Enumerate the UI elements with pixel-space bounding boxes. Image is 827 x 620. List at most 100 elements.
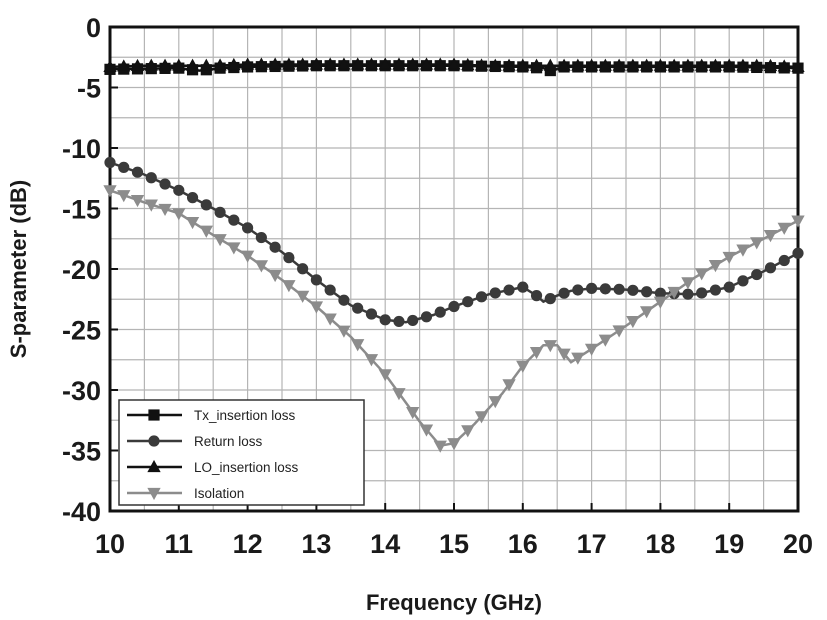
x-axis-title: Frequency (GHz) [366, 590, 542, 615]
data-point [557, 348, 571, 361]
y-tick-label: -15 [62, 195, 101, 225]
data-point [736, 244, 750, 257]
data-point [722, 58, 736, 71]
data-point [488, 58, 502, 71]
data-point [420, 311, 433, 323]
data-point [558, 287, 570, 299]
data-point [503, 284, 515, 296]
data-point [516, 360, 530, 373]
data-point [613, 283, 625, 295]
data-point [489, 287, 501, 299]
data-point [681, 58, 695, 71]
data-point [199, 225, 213, 238]
data-point [667, 286, 681, 300]
data-point [709, 284, 722, 296]
data-point [268, 57, 282, 70]
data-point [144, 58, 158, 71]
legend-label: Isolation [194, 486, 244, 501]
data-point [750, 237, 764, 250]
data-point [158, 203, 172, 217]
legend-label: LO_insertion loss [194, 460, 299, 475]
data-point [419, 57, 434, 70]
x-tick-label: 15 [439, 529, 469, 559]
legend-marker [147, 459, 161, 473]
y-tick-label: -30 [62, 376, 101, 406]
legend-label: Return loss [194, 434, 263, 449]
data-point [228, 214, 240, 226]
data-point [103, 59, 117, 73]
data-point [351, 57, 365, 70]
data-point [791, 59, 805, 73]
data-point [309, 301, 324, 314]
data-point [365, 308, 378, 320]
data-point [213, 58, 227, 71]
data-point [337, 325, 351, 338]
legend-marker [148, 409, 160, 421]
data-point [433, 440, 447, 453]
data-point [653, 296, 668, 309]
data-point [447, 438, 461, 451]
series-return-loss [104, 156, 804, 328]
data-point [598, 334, 613, 347]
data-point [737, 275, 749, 287]
data-point [696, 287, 708, 299]
data-point [516, 58, 530, 71]
y-tick-label: -5 [77, 74, 101, 104]
data-point [130, 58, 145, 72]
data-point [324, 284, 336, 296]
y-tick-label: 0 [86, 13, 101, 43]
data-point [530, 290, 543, 302]
legend-label: Tx_insertion loss [194, 408, 296, 423]
data-point [502, 58, 516, 71]
data-point [337, 57, 351, 70]
data-point [722, 251, 736, 264]
data-point [763, 230, 778, 243]
data-point [639, 306, 654, 319]
x-tick-label: 16 [508, 529, 538, 559]
data-point [117, 190, 131, 203]
x-axis-tick-labels: 10 11 12 13 14 15 16 17 18 19 20 [95, 529, 813, 559]
data-point [227, 57, 241, 71]
data-point [173, 184, 185, 196]
data-point [227, 242, 241, 255]
x-tick-label: 10 [95, 529, 125, 559]
data-point [584, 343, 599, 356]
data-point [240, 57, 255, 70]
data-point [392, 388, 406, 401]
data-point [419, 424, 434, 437]
x-tick-label: 20 [783, 529, 813, 559]
data-point [378, 57, 392, 70]
y-axis-tick-labels: 0 -5 -10 -15 -20 -25 -30 -35 -40 [62, 13, 101, 527]
data-point [723, 281, 735, 293]
legend: Tx_insertion loss Return loss LO_insertion… [118, 399, 365, 506]
data-point [393, 315, 405, 328]
data-point [543, 58, 557, 71]
data-point [682, 288, 694, 300]
legend-marker [147, 487, 161, 501]
data-point [612, 325, 626, 338]
data-point [145, 172, 157, 184]
data-point [283, 252, 295, 264]
data-point [131, 166, 144, 178]
data-point [433, 57, 447, 70]
data-point [104, 156, 116, 169]
data-point [474, 411, 489, 424]
data-point [130, 194, 145, 208]
series-layer [103, 57, 805, 453]
data-point [502, 379, 516, 392]
data-point [352, 302, 364, 314]
data-point [159, 178, 171, 190]
data-point [269, 241, 281, 253]
data-point [118, 161, 130, 173]
data-point [448, 300, 460, 313]
data-point [268, 269, 282, 283]
data-point [186, 192, 199, 204]
data-point [406, 57, 420, 70]
data-point [543, 340, 557, 353]
data-point [695, 58, 709, 71]
data-point [751, 268, 763, 281]
data-point [323, 313, 337, 326]
data-point [406, 406, 420, 420]
y-tick-label: -35 [62, 437, 101, 467]
